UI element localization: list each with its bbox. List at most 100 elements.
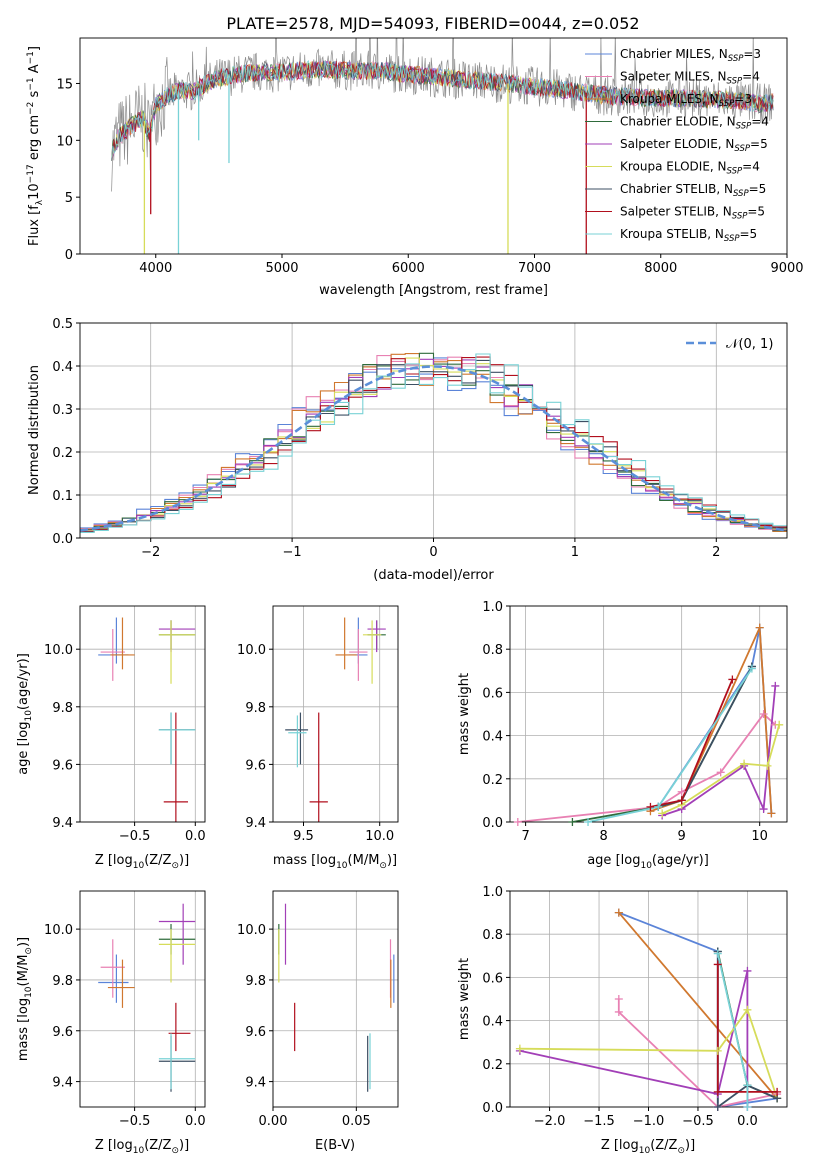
axes-frame	[79, 890, 206, 1108]
y-tick-label: 0.1	[52, 489, 73, 504]
legend-model: Salpeter STELIB, N	[620, 205, 732, 219]
y-tick-label: 9.4	[52, 816, 73, 831]
weight-marker	[713, 960, 722, 969]
y-tick-label: 0.4	[482, 730, 503, 745]
x-tick-label: 0.00	[259, 1114, 288, 1129]
label-main: age [log	[16, 722, 31, 775]
x-tick-label: −0.5	[119, 1114, 151, 1129]
x-tick-label: 8	[599, 829, 607, 844]
weight-marker	[740, 759, 749, 768]
label-part: −17	[26, 164, 36, 183]
x-tick-label: 0.0	[185, 1114, 206, 1129]
label-part: −1	[26, 51, 36, 64]
gridlines	[273, 606, 398, 823]
gridlines	[510, 605, 787, 823]
legend-subscript: SSP	[736, 122, 752, 132]
legend-subscript: SSP	[733, 189, 749, 199]
x-axis-label: E(B-V)	[315, 1138, 355, 1153]
label-tail: )]	[387, 853, 397, 868]
legend-model: Kroupa MILES, N	[620, 92, 719, 106]
weight-marker	[743, 966, 752, 975]
label-subscript: 10	[133, 1146, 145, 1156]
figure-title: PLATE=2578, MJD=54093, FIBERID=0044, z=0…	[226, 14, 639, 33]
y-tick-label: 0	[65, 248, 73, 263]
x-tick-label: −2.0	[534, 1114, 566, 1129]
legend-entry: Kroupa ELODIE, NSSP=4	[620, 160, 760, 177]
y-tick-label: 5	[65, 191, 73, 206]
weight-line-salpeter-elodie	[661, 685, 777, 817]
weight-marker	[584, 818, 593, 826]
plot-area	[98, 617, 196, 822]
plot-area	[80, 352, 787, 533]
label-part: −2	[26, 102, 36, 115]
legend-count: =5	[740, 227, 758, 241]
label-tail: (M/M	[16, 955, 31, 987]
x-axis-label: wavelength [Angstrom, rest frame]	[319, 283, 548, 298]
spectrum-panel: 4000 5000 6000 7000 8000 9000 0 5 10 15 wavelength…	[26, 37, 804, 298]
legend-entry: Salpeter MILES, NSSP=4	[620, 70, 760, 87]
legend-model: Chabrier MILES, N	[620, 47, 728, 61]
y-tick-label: 0.2	[482, 1058, 503, 1073]
y-tick-label: 9.8	[52, 974, 73, 989]
legend: Chabrier MILES, NSSP=3 Salpeter MILES, NS…	[585, 47, 769, 244]
y-axis-label: mass weight	[457, 958, 472, 1040]
label-subscript: 10	[640, 861, 652, 871]
y-tick-label: 0.0	[482, 816, 503, 831]
x-tick-label: 0.05	[342, 1114, 371, 1129]
x-axis-label: Z [log10(Z/Z⊙)]	[601, 1138, 695, 1156]
legend-entry: Salpeter ELODIE, NSSP=5	[620, 137, 768, 154]
legend-entry: Chabrier MILES, NSSP=3	[620, 47, 761, 64]
weight-line-chabrier-elodie	[572, 666, 753, 822]
y-tick-label: 0.6	[482, 686, 503, 701]
weight-marker	[759, 805, 768, 814]
label-tail: )]	[179, 1138, 189, 1153]
weight-marker	[747, 664, 756, 673]
x-tick-label: −1	[283, 545, 302, 560]
weight-marker	[677, 796, 686, 805]
x-tick-label: 4000	[139, 261, 172, 276]
label-main: Z [log	[601, 1138, 639, 1153]
x-axis-label: age [log10(age/yr)]	[587, 853, 709, 871]
weight-marker	[716, 768, 725, 777]
weight-marker	[763, 761, 772, 770]
x-tick-label: 2	[712, 545, 720, 560]
label-tail: )]	[685, 1138, 695, 1153]
x-axis-label: Z [log10(Z/Z⊙)]	[95, 1138, 189, 1156]
y-tick-label: 9.6	[245, 1025, 266, 1040]
x-axis-label: (data-model)/error	[373, 568, 494, 583]
label-part: erg cm	[27, 115, 42, 164]
plot-area	[98, 903, 196, 1092]
x-tick-label: 10.0	[365, 829, 394, 844]
weight-marker	[614, 995, 623, 1003]
weight-marker	[713, 949, 722, 958]
x-tick-label: 9.5	[293, 829, 314, 844]
x-tick-label: −2	[141, 545, 160, 560]
x-tick-label: −0.5	[682, 1114, 714, 1129]
label-subscript: 10	[24, 710, 34, 722]
x-tick-label: −1.0	[633, 1114, 665, 1129]
y-tick-label: 10.0	[237, 643, 266, 658]
axes-frame	[272, 890, 399, 1108]
y-tick-label: 1.0	[482, 885, 503, 900]
model-spectrum-chabrier-stelib	[111, 60, 774, 161]
y-tick-label: 0.0	[482, 1101, 503, 1116]
label-subscript: ⊙	[677, 1146, 685, 1156]
label-tail: )]	[16, 937, 31, 947]
y-tick-label: 0.3	[52, 403, 73, 418]
y-tick-label: 0.8	[482, 928, 503, 943]
weight-marker	[743, 1103, 752, 1111]
legend-subscript: SSP	[724, 234, 740, 244]
y-tick-label: 9.6	[52, 1025, 73, 1040]
histogram-salpeter-stelib	[80, 356, 787, 533]
label-part: λ	[35, 199, 45, 205]
weight-marker	[743, 1005, 752, 1014]
weight-marker	[677, 787, 686, 796]
y-tick-label: 9.6	[52, 758, 73, 773]
weight-marker	[713, 1103, 722, 1111]
y-tick-label: 9.6	[245, 758, 266, 773]
residual-histogram-panel: −2 −1 0 1 2 0.0 0.1 0.2 0.3 0.4 0.5 𝒩(0, 1) (data-mo…	[27, 317, 788, 583]
x-tick-label: −1.5	[583, 1114, 615, 1129]
y-axis-label: age [log10(age/yr)]	[16, 653, 34, 775]
label-main: Z [log	[95, 853, 133, 868]
legend-subscript: SSP	[732, 212, 748, 222]
